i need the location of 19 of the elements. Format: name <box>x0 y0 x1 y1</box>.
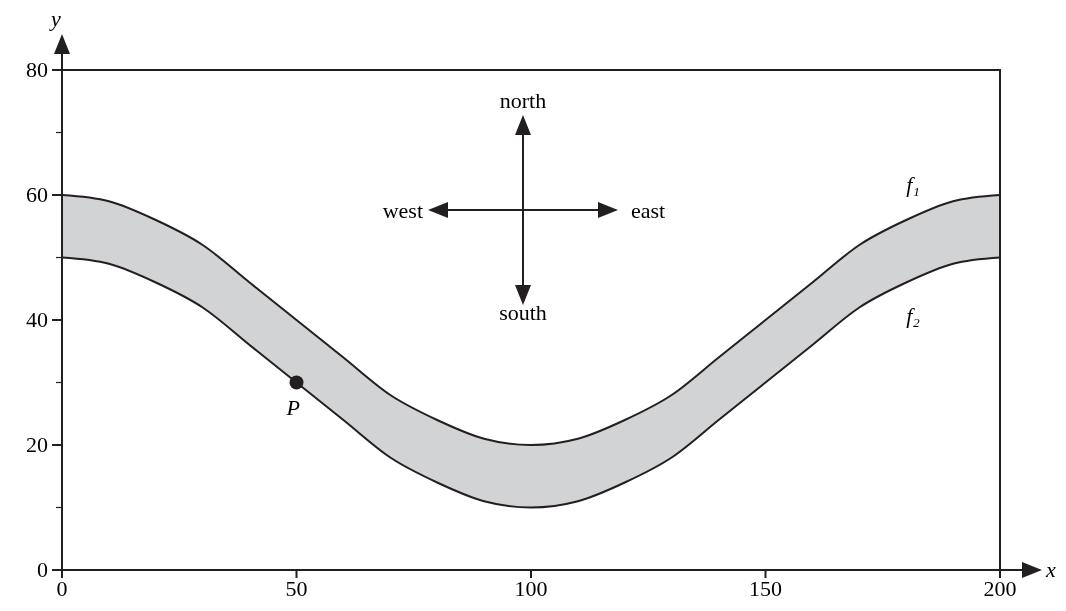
series-label: P <box>285 394 300 420</box>
x-tick-label: 0 <box>56 576 68 601</box>
y-axis-title: y <box>49 6 62 31</box>
annotation: east <box>631 198 666 223</box>
annotation: west <box>382 198 423 223</box>
y-tick-label: 0 <box>37 557 48 582</box>
y-tick-label: 40 <box>26 307 48 332</box>
annotation: north <box>499 88 547 113</box>
y-tick-label: 80 <box>26 57 48 82</box>
series-label: f₂ <box>906 302 921 328</box>
annotation: south <box>499 300 547 325</box>
x-tick-label: 100 <box>514 576 548 601</box>
series-label: f₁ <box>906 172 920 197</box>
x-tick-label: 150 <box>749 576 782 601</box>
y-tick-label: 60 <box>26 182 48 207</box>
y-tick-label: 20 <box>26 432 48 457</box>
x-tick-label: 50 <box>285 576 308 601</box>
x-tick-label: 200 <box>983 576 1017 601</box>
x-axis-title: x <box>1045 557 1056 582</box>
